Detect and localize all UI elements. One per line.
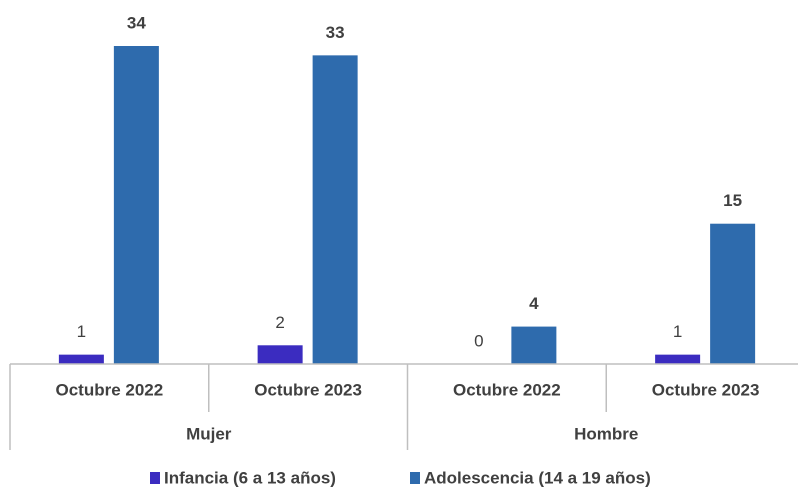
x-tick-label: Octubre 2022 [56,380,164,399]
group-label: Mujer [186,424,232,443]
legend-label: Adolescencia (14 a 19 años) [424,468,651,487]
bar [113,46,159,364]
legend-swatch [410,472,420,484]
bar [655,354,701,364]
legend-label: Infancia (6 a 13 años) [164,468,336,487]
bar [58,354,104,364]
group-label: Hombre [574,424,638,443]
value-label: 1 [673,322,682,341]
value-label: 33 [326,23,345,42]
bar [257,345,303,364]
value-label: 15 [723,191,742,210]
bar [710,223,756,364]
x-tick-label: Octubre 2023 [652,380,760,399]
legend-swatch [150,472,160,484]
bar [511,326,557,364]
value-label: 1 [77,322,86,341]
x-tick-label: Octubre 2023 [254,380,362,399]
bar [312,55,358,365]
value-label: 34 [127,13,146,32]
x-tick-label: Octubre 2022 [453,380,561,399]
value-label: 2 [275,313,284,332]
value-label: 4 [529,294,539,313]
value-label: 0 [474,331,483,350]
